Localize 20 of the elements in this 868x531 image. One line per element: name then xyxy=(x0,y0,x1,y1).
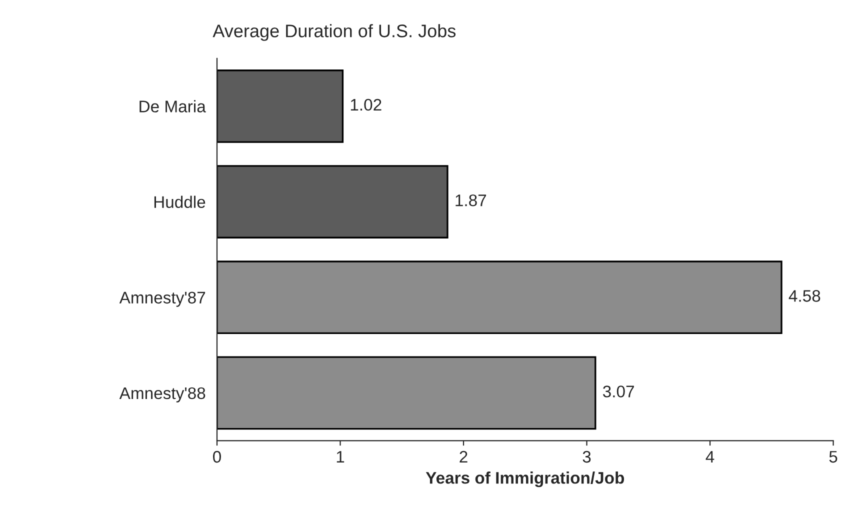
data-label: 4.58 xyxy=(788,290,820,302)
x-tick-label: 3 xyxy=(582,450,591,463)
data-label: 1.87 xyxy=(456,194,486,206)
x-tick-label: 4 xyxy=(706,451,714,463)
bar xyxy=(217,260,782,334)
bar xyxy=(217,356,596,430)
chart-title: Average Duration of U.S. Jobs xyxy=(212,24,456,41)
data-label: 3.07 xyxy=(602,386,634,398)
bar xyxy=(217,165,448,238)
x-tick-label: 2 xyxy=(460,450,468,463)
y-tick-label: Amnesty'87 xyxy=(119,292,206,307)
data-label: 1.02 xyxy=(350,98,382,111)
x-tick-label: 1 xyxy=(336,451,344,463)
x-tick-label: 5 xyxy=(829,451,838,463)
bar xyxy=(217,70,344,143)
x-axis-title: Years of Immigration/Job xyxy=(426,472,624,488)
y-tick-label: De Maria xyxy=(140,100,206,112)
y-tick-label: Amnesty'88 xyxy=(119,387,206,402)
y-tick-label: Huddle xyxy=(154,196,206,208)
x-tick-label: 0 xyxy=(213,450,221,463)
